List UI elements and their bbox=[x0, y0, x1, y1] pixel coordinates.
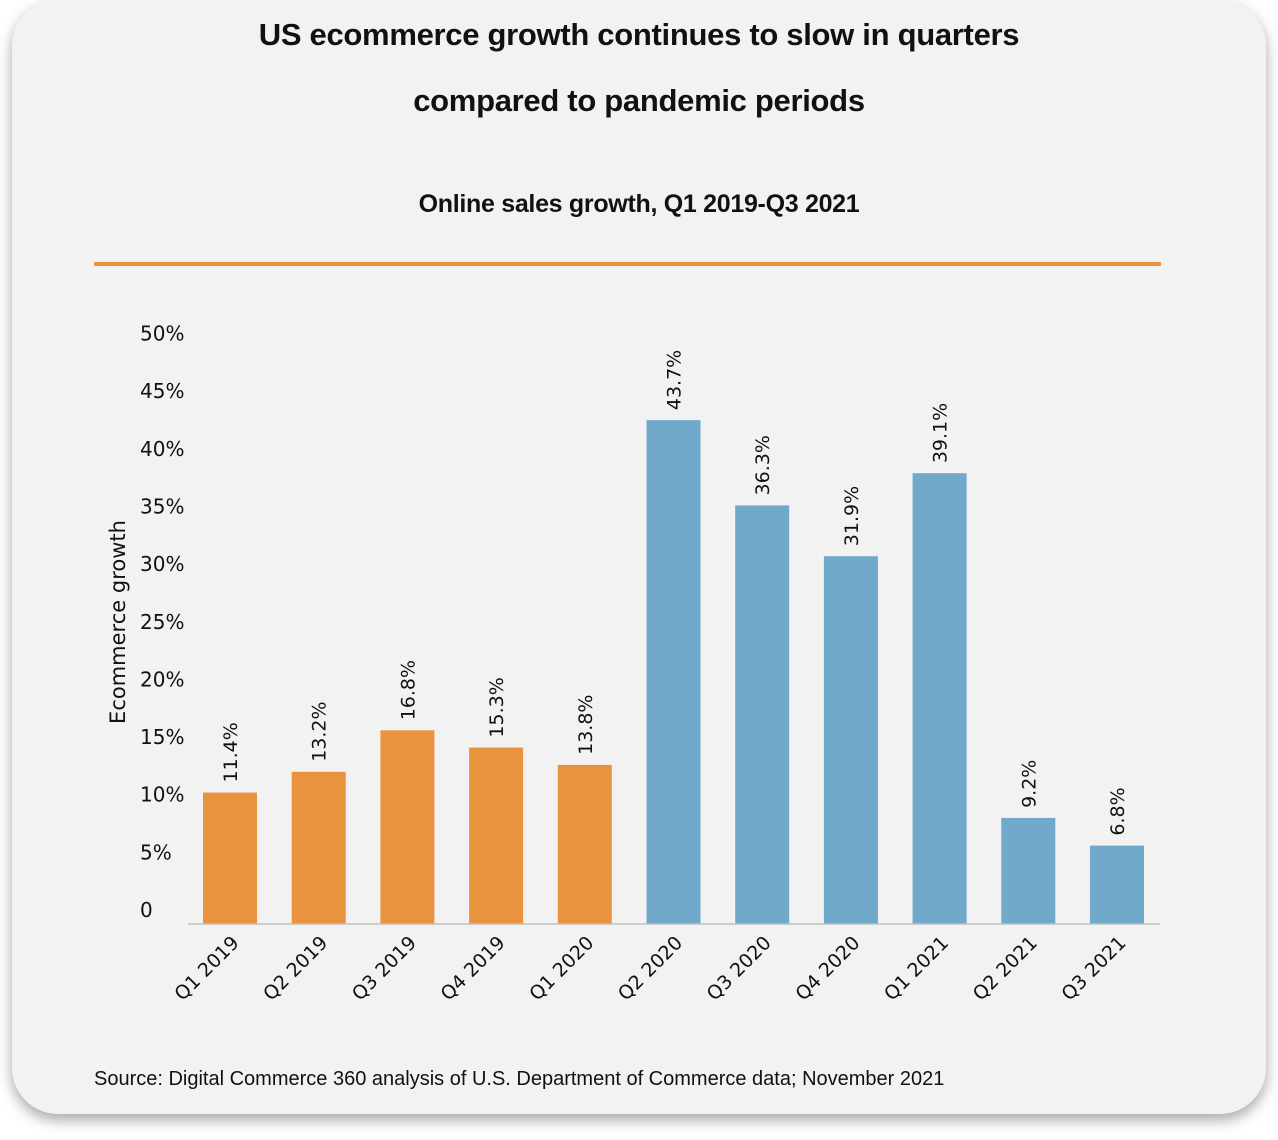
y-tick-label: 35% bbox=[140, 494, 184, 518]
x-tick-label: Q2 2021 bbox=[969, 932, 1042, 1005]
y-tick-label: 25% bbox=[140, 610, 184, 634]
bar-value-label: 15.3% bbox=[486, 677, 508, 737]
y-tick-label: 30% bbox=[140, 552, 184, 576]
bar bbox=[469, 747, 524, 924]
y-tick-label: 5% bbox=[140, 840, 172, 864]
x-tick-label: Q3 2019 bbox=[348, 932, 421, 1005]
y-tick-label: 20% bbox=[140, 667, 184, 691]
bar-value-label: 43.7% bbox=[664, 350, 686, 410]
bar-value-label: 6.8% bbox=[1107, 787, 1129, 835]
y-axis-title: Ecommerce growth bbox=[106, 520, 130, 724]
accent-divider bbox=[94, 262, 1161, 266]
bar-value-label: 16.8% bbox=[397, 660, 419, 720]
bar-value-label: 9.2% bbox=[1018, 760, 1040, 808]
y-tick-label: 50% bbox=[140, 322, 184, 346]
bar bbox=[380, 730, 435, 924]
chart-card: US ecommerce growth continues to slow in… bbox=[12, 0, 1266, 1114]
bar bbox=[823, 556, 878, 924]
source-note: Source: Digital Commerce 360 analysis of… bbox=[94, 1068, 945, 1090]
y-tick-label: 45% bbox=[140, 379, 184, 403]
bar bbox=[291, 771, 346, 924]
bar-value-label: 13.8% bbox=[575, 695, 597, 755]
y-tick-label: 15% bbox=[140, 725, 184, 749]
bar bbox=[1090, 845, 1144, 924]
chart-title-line-2: compared to pandemic periods bbox=[413, 83, 865, 118]
bar bbox=[1001, 817, 1056, 924]
bar-value-label: 39.1% bbox=[930, 403, 952, 463]
bar bbox=[912, 473, 967, 924]
x-tick-label: Q3 2020 bbox=[703, 932, 776, 1005]
bar bbox=[735, 505, 790, 924]
chart-title-line-1: US ecommerce growth continues to slow in… bbox=[258, 17, 1020, 52]
bar-value-label: 36.3% bbox=[752, 435, 774, 495]
x-tick-label: Q3 2021 bbox=[1057, 932, 1130, 1005]
x-tick-label: Q4 2019 bbox=[436, 932, 509, 1005]
bar bbox=[203, 792, 257, 924]
y-tick-label: 40% bbox=[140, 437, 184, 461]
x-tick-label: Q1 2020 bbox=[525, 932, 598, 1005]
bar bbox=[557, 764, 612, 924]
x-tick-label: Q2 2020 bbox=[614, 932, 687, 1005]
bar-value-label: 11.4% bbox=[220, 722, 242, 782]
y-tick-label: 0 bbox=[140, 898, 153, 922]
x-tick-label: Q4 2020 bbox=[791, 932, 864, 1005]
bar-value-label: 13.2% bbox=[309, 701, 331, 761]
y-tick-label: 10% bbox=[140, 783, 184, 807]
chart-subtitle: Online sales growth, Q1 2019-Q3 2021 bbox=[418, 190, 860, 218]
x-tick-label: Q1 2021 bbox=[880, 932, 953, 1005]
x-tick-label: Q2 2019 bbox=[259, 932, 332, 1005]
bar bbox=[646, 420, 701, 924]
bar-value-label: 31.9% bbox=[841, 486, 863, 546]
x-tick-label: Q1 2019 bbox=[170, 932, 243, 1005]
